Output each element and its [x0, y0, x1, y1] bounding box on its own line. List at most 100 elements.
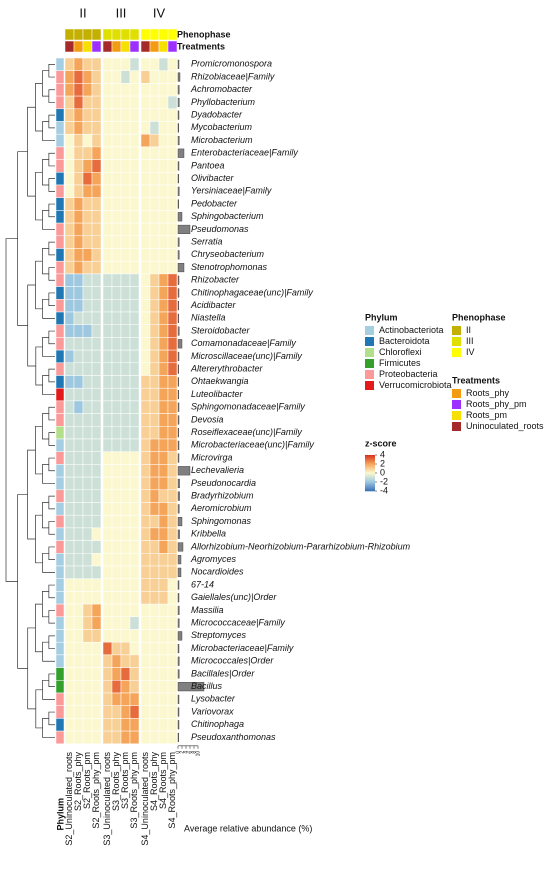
- heat-cell: [158, 730, 169, 745]
- heat-cell: [149, 680, 160, 694]
- heat-cell: [120, 108, 131, 122]
- heat-cell: [158, 375, 169, 389]
- heat-cell: [167, 260, 178, 275]
- phylum-cell: [55, 464, 65, 478]
- heat-cell: [102, 222, 113, 237]
- abundance-bar: [177, 351, 180, 362]
- colorbar-step: [365, 487, 375, 489]
- heat-cell: [129, 387, 140, 402]
- heat-cell: [111, 349, 122, 364]
- heat-cell: [82, 184, 93, 198]
- heat-cell: [111, 57, 122, 71]
- group-label: II: [79, 5, 86, 20]
- heat-cell: [129, 654, 140, 668]
- heat-cell: [102, 718, 113, 732]
- heat-cell: [91, 654, 102, 668]
- row-label: Rhizobiaceae|Family: [191, 71, 275, 81]
- dendrogram: [17, 494, 28, 669]
- abundance-bar: [177, 212, 183, 222]
- heat-cell: [91, 680, 102, 694]
- abundance-bar: [177, 110, 180, 120]
- phylum-cell: [55, 70, 65, 84]
- legend-swatch: [365, 370, 374, 379]
- heat-cell: [120, 400, 131, 414]
- phylum-cell: [55, 591, 65, 605]
- dendrogram: [48, 203, 55, 218]
- heat-cell: [82, 616, 93, 630]
- row-axis-label: Phylum: [55, 798, 65, 831]
- phylum-cell: [55, 680, 65, 694]
- heat-cell: [158, 603, 169, 618]
- heat-cell: [140, 692, 151, 706]
- heat-cell: [158, 476, 169, 491]
- heat-cell: [64, 235, 75, 249]
- heat-cell: [102, 349, 113, 364]
- abundance-bar: [177, 491, 180, 501]
- heat-cell: [129, 248, 140, 262]
- legend-label: Uninoculated_roots: [466, 421, 544, 431]
- row-label: Microbacteriaceae|Family: [191, 643, 294, 653]
- heat-cell: [129, 184, 140, 198]
- dendrogram: [42, 591, 49, 618]
- heat-cell: [158, 222, 169, 237]
- heat-cell: [73, 502, 84, 516]
- colorbar-step: [365, 478, 375, 480]
- heat-cell: [82, 654, 93, 668]
- heat-cell: [167, 400, 178, 414]
- heat-cell: [120, 540, 131, 554]
- heat-cell: [91, 692, 102, 706]
- heat-cell: [102, 502, 113, 516]
- heat-cell: [149, 375, 160, 389]
- abundance-bar: [177, 199, 180, 209]
- row-label: Gaiellales(unc)|Order: [191, 592, 277, 602]
- heat-cell: [64, 184, 75, 198]
- row-label: Rhizobacter: [191, 275, 240, 285]
- heat-cell: [73, 375, 84, 389]
- abundance-bar: [177, 275, 180, 285]
- heat-cell: [64, 540, 75, 554]
- heat-cell: [73, 629, 84, 643]
- phylum-cell: [55, 362, 65, 376]
- colorbar-step: [365, 490, 375, 492]
- heat-cell: [91, 95, 102, 110]
- heat-cell: [64, 260, 75, 275]
- heat-cell: [158, 311, 169, 325]
- heat-cell: [158, 260, 169, 275]
- heat-cell: [158, 654, 169, 668]
- group-label: IV: [153, 5, 166, 20]
- colorbar-label: 0: [380, 467, 385, 477]
- abundance-tick-label: 6: [187, 751, 193, 754]
- colorbar-step: [365, 483, 375, 485]
- row-label: Comamonadaceae|Family: [191, 338, 296, 348]
- row-label: Enterobacteriaceae|Family: [191, 148, 298, 158]
- heat-cell: [64, 375, 75, 389]
- heat-cell: [91, 286, 102, 300]
- legend-swatch: [365, 348, 374, 357]
- colorbar-step: [365, 465, 375, 467]
- heat-cell: [91, 464, 102, 478]
- heat-cell: [64, 146, 75, 160]
- heat-cell: [102, 654, 113, 668]
- dendrogram: [48, 673, 55, 687]
- heat-cell: [91, 705, 102, 719]
- colorbar-step: [365, 471, 375, 473]
- dendrogram: [48, 711, 55, 726]
- heat-cell: [111, 578, 122, 592]
- abundance-bar: [177, 263, 185, 273]
- abundance-label: Average relative abundance (%): [184, 823, 312, 833]
- heat-cell: [149, 527, 160, 541]
- heat-cell: [120, 172, 131, 186]
- heat-cell: [82, 121, 93, 135]
- heat-cell: [64, 197, 75, 211]
- heat-cell: [140, 184, 151, 198]
- abundance-bar: [177, 529, 180, 539]
- heat-cell: [158, 337, 169, 351]
- heat-cell: [82, 70, 93, 84]
- heat-cell: [140, 108, 151, 122]
- heat-cell: [167, 654, 178, 668]
- phylum-cell: [55, 349, 65, 364]
- heat-cell: [167, 502, 178, 516]
- heat-cell: [158, 451, 169, 465]
- row-label: Agromyces: [190, 554, 237, 564]
- dendrogram: [48, 114, 55, 129]
